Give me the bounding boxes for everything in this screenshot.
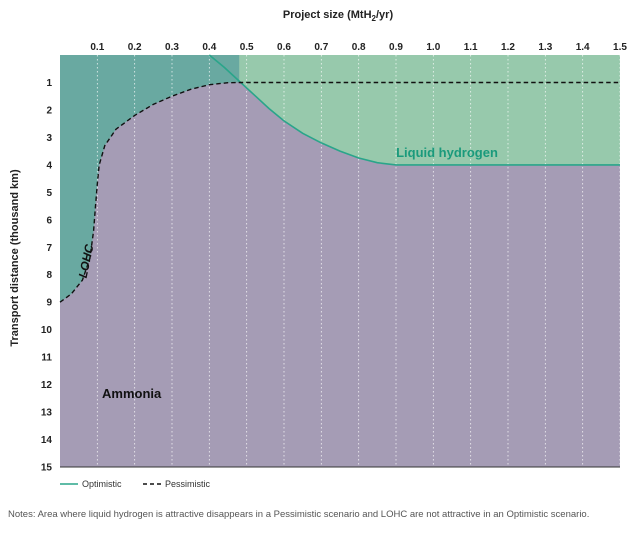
y-tick-label: 2 xyxy=(46,105,52,116)
y-tick-label: 13 xyxy=(41,408,53,419)
y-tick-label: 14 xyxy=(41,435,53,446)
plot-area: 0.1 0.2 0.3 0.4 0.5 0.6 0.7 0.8 0.9 1.0 1.1 1.2 1.3 1… xyxy=(41,42,628,474)
legend-pessimistic-label: Pessimistic xyxy=(165,479,211,489)
region-label-ammonia: Ammonia xyxy=(102,386,162,401)
y-tick-label: 7 xyxy=(46,243,52,254)
x-tick-label: 0.1 xyxy=(90,42,104,53)
legend-optimistic-label: Optimistic xyxy=(82,479,122,489)
x-axis-title: Project size (MtH2/yr) xyxy=(283,9,394,23)
legend: Optimistic Pessimistic xyxy=(60,479,211,489)
y-tick-label: 12 xyxy=(41,380,53,391)
y-tick-label: 1 xyxy=(46,78,52,89)
region-label-liquid-hydrogen: Liquid hydrogen xyxy=(396,145,498,160)
notes-text: Notes: Area where liquid hydrogen is att… xyxy=(8,509,590,520)
region-lohc xyxy=(60,55,240,303)
x-tick-label: 1.4 xyxy=(576,42,590,53)
series-line-optimistic xyxy=(208,54,620,166)
x-tick-label: 0.8 xyxy=(352,42,366,53)
x-tick-label: 0.9 xyxy=(389,42,403,53)
x-tick-label: 0.4 xyxy=(202,42,216,53)
x-tick-label: 1.3 xyxy=(538,42,552,53)
chart: Project size (MtH2/yr) Transport distanc… xyxy=(9,9,628,489)
y-tick-label: 10 xyxy=(41,325,53,336)
y-tick-label: 6 xyxy=(46,215,52,226)
x-tick-label: 0.3 xyxy=(165,42,179,53)
region-label-lohc: LOHC xyxy=(76,243,97,279)
x-tick-label: 0.5 xyxy=(240,42,254,53)
x-tick-label: 1.0 xyxy=(426,42,440,53)
y-tick-label: 9 xyxy=(46,298,52,309)
x-tick-label: 1.5 xyxy=(613,42,627,53)
x-tick-label: 0.6 xyxy=(277,42,291,53)
x-tick-label: 0.2 xyxy=(128,42,142,53)
y-tick-label: 15 xyxy=(41,463,53,474)
y-tick-label: 5 xyxy=(46,188,52,199)
y-tick-label: 11 xyxy=(41,353,52,364)
x-tick-label: 1.1 xyxy=(464,42,478,53)
y-axis-title: Transport distance (thousand km) xyxy=(9,169,21,347)
y-tick-label: 4 xyxy=(46,160,52,171)
x-tick-label: 1.2 xyxy=(501,42,515,53)
y-tick-label: 8 xyxy=(46,270,52,281)
x-tick-label: 0.7 xyxy=(314,42,328,53)
y-tick-label: 3 xyxy=(46,133,52,144)
